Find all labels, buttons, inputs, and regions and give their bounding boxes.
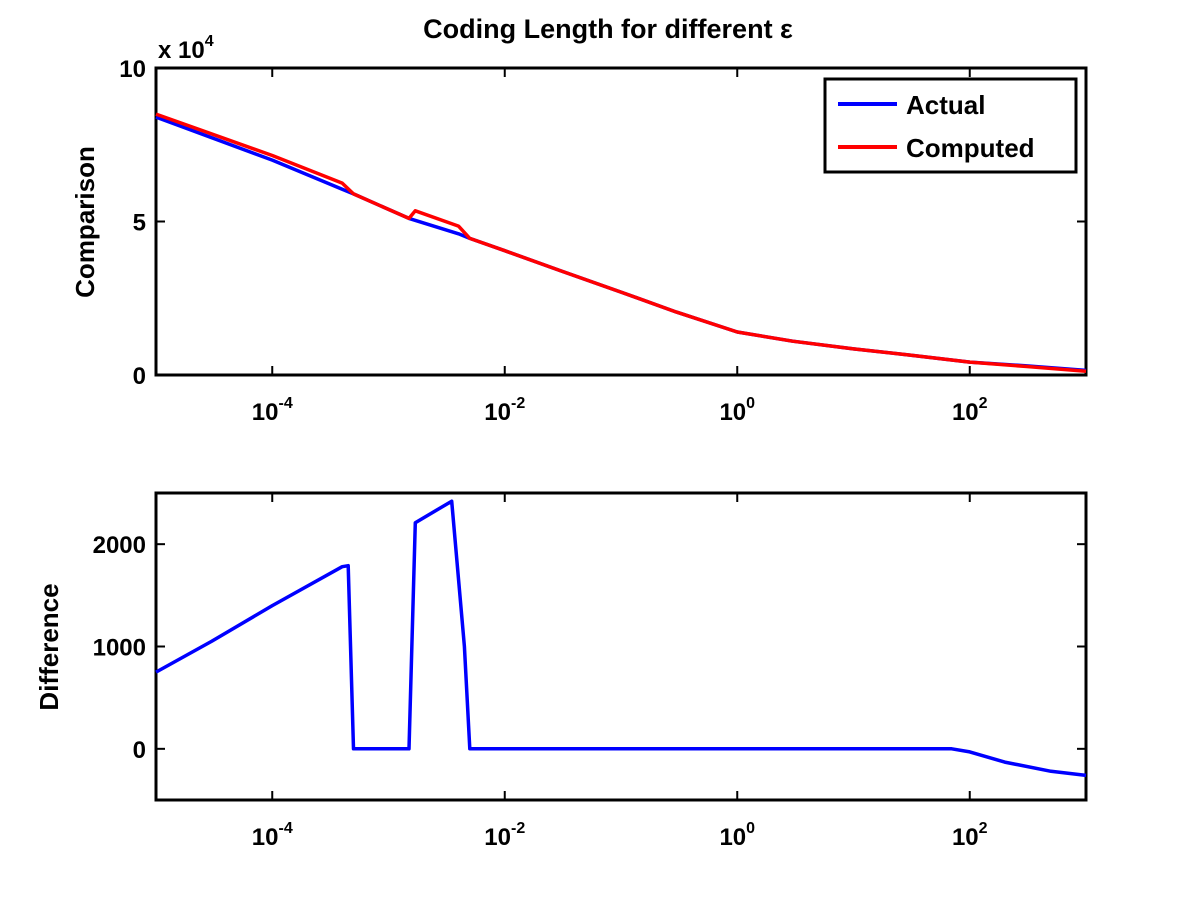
bottom-y-axis-label: Difference (34, 583, 64, 710)
axes-box-1 (154, 491, 1088, 802)
top-y-axis-label: Comparison (70, 146, 100, 298)
x-tick-label-0-0: 10-4 (252, 395, 293, 426)
series-line-0-1 (155, 112, 1087, 374)
y-tick-label-1-2: 2000 (93, 532, 146, 559)
x-tick-label-1-0: 10-4 (252, 820, 293, 851)
legend-label-computed: Computed (906, 133, 1035, 163)
x-tick-label-1-2: 100 (719, 820, 755, 851)
series-line-1-0 (155, 499, 1087, 778)
legend-label-actual: Actual (906, 90, 985, 120)
x-tick-label-1-1: 10-2 (484, 820, 525, 851)
legend: Actual Computed (823, 77, 1078, 174)
y-tick-label-0-1: 5 (133, 210, 146, 237)
y-tick-label-0-0: 0 (133, 363, 146, 390)
y-tick-label-1-1: 1000 (93, 635, 146, 662)
x-tick-label-0-1: 10-2 (484, 395, 525, 426)
x-tick-label-0-2: 100 (719, 395, 755, 426)
chart-title: Coding Length for different ε (423, 14, 793, 44)
y-multiplier-label: x 104 (158, 33, 214, 64)
top-comparison-plot: 10-4 10-2 100 102 0 5 10 (119, 56, 1088, 426)
y-tick-label-1-0: 0 (133, 737, 146, 764)
bottom-difference-plot: 10-4 10-2 100 102 0 1000 2000 (93, 491, 1088, 851)
x-tick-label-0-3: 102 (952, 395, 988, 426)
y-tick-label-0-2: 10 (119, 56, 146, 83)
x-tick-label-1-3: 102 (952, 820, 988, 851)
y-multiplier-exponent: 4 (205, 33, 214, 50)
legend-box (823, 77, 1078, 174)
